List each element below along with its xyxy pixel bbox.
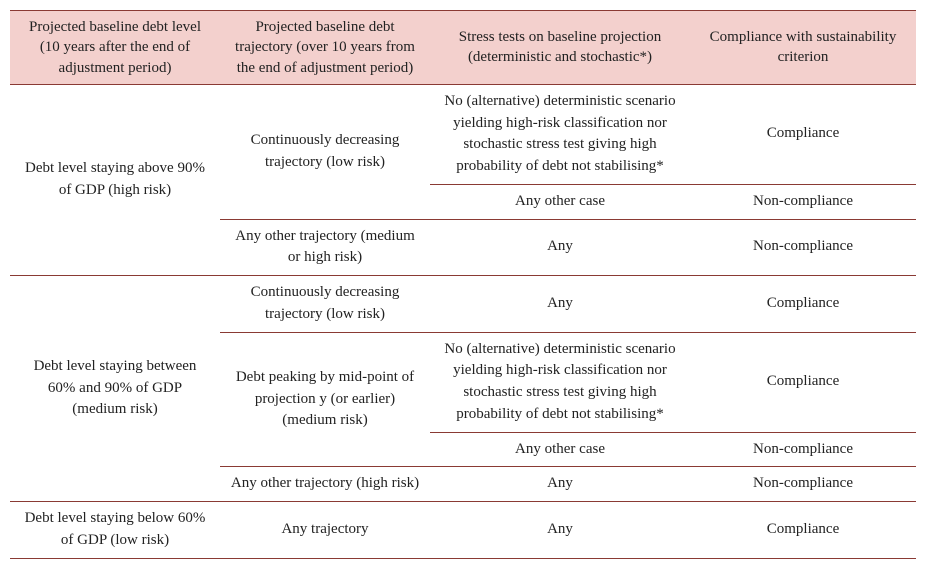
cell-compliance: Non-compliance [690, 219, 916, 276]
cell-compliance: Non-compliance [690, 432, 916, 467]
cell-trajectory: Debt peaking by mid-point of projection … [220, 332, 430, 467]
cell-stress: No (alternative) deterministic scenario … [430, 332, 690, 432]
table-row: Debt level staying between 60% and 90% o… [10, 276, 916, 333]
cell-stress: No (alternative) deterministic scenario … [430, 84, 690, 184]
cell-compliance: Compliance [690, 276, 916, 333]
cell-trajectory: Any other trajectory (medium or high ris… [220, 219, 430, 276]
cell-compliance: Compliance [690, 332, 916, 432]
cell-compliance: Compliance [690, 84, 916, 184]
cell-trajectory: Continuously decreasing trajectory (low … [220, 276, 430, 333]
cell-stress: Any other case [430, 184, 690, 219]
cell-debt-level: Debt level staying below 60% of GDP (low… [10, 502, 220, 559]
table-row: Debt level staying above 90% of GDP (hig… [10, 84, 916, 184]
cell-stress: Any [430, 467, 690, 502]
cell-stress: Any [430, 219, 690, 276]
cell-stress: Any [430, 502, 690, 559]
col-header-debt-level: Projected baseline debt level (10 years … [10, 11, 220, 85]
col-header-trajectory: Projected baseline debt trajectory (over… [220, 11, 430, 85]
col-header-compliance: Compliance with sustainability criterion [690, 11, 916, 85]
cell-trajectory: Continuously decreasing trajectory (low … [220, 84, 430, 219]
cell-stress: Any [430, 276, 690, 333]
cell-compliance: Compliance [690, 502, 916, 559]
compliance-table: Projected baseline debt level (10 years … [10, 10, 916, 559]
cell-stress: Any other case [430, 432, 690, 467]
table-header-row: Projected baseline debt level (10 years … [10, 11, 916, 85]
col-header-stress: Stress tests on baseline projection (det… [430, 11, 690, 85]
cell-compliance: Non-compliance [690, 184, 916, 219]
cell-compliance: Non-compliance [690, 467, 916, 502]
cell-trajectory: Any trajectory [220, 502, 430, 559]
cell-debt-level: Debt level staying above 90% of GDP (hig… [10, 84, 220, 275]
cell-trajectory: Any other trajectory (high risk) [220, 467, 430, 502]
cell-debt-level: Debt level staying between 60% and 90% o… [10, 276, 220, 502]
table-row: Debt level staying below 60% of GDP (low… [10, 502, 916, 559]
